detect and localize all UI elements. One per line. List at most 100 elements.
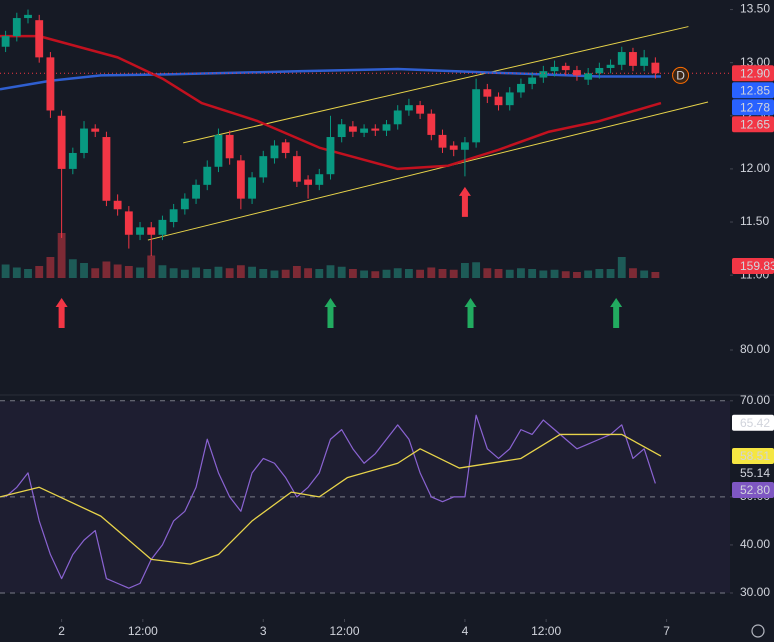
- candle-body: [617, 52, 626, 65]
- volume-bar: [528, 269, 537, 278]
- moving-average: [0, 34, 662, 171]
- candle-body: [35, 20, 44, 58]
- volume-bar: [651, 272, 660, 278]
- volume-bar: [203, 269, 212, 278]
- rsi-ma-line: [0, 433, 662, 565]
- candle-body: [124, 211, 133, 235]
- volume-bar: [35, 266, 44, 278]
- candle-body: [416, 105, 425, 114]
- candle-body: [214, 134, 223, 167]
- candle-body: [147, 227, 156, 235]
- candle-body: [517, 83, 525, 93]
- volume-bar: [460, 263, 469, 278]
- volume-bar: [427, 267, 436, 278]
- volume-bar: [393, 268, 402, 278]
- candle-body: [427, 113, 436, 135]
- x-tick-label: 2: [58, 624, 65, 638]
- candle-body: [192, 184, 200, 199]
- price-badge-label: 12.78: [740, 100, 770, 114]
- volume-bar: [270, 270, 279, 278]
- volume-bar: [158, 265, 167, 278]
- event-marker: [672, 66, 690, 84]
- x-tick-label: 12:00: [128, 624, 158, 638]
- candle-body: [629, 52, 637, 66]
- volume-bar: [449, 269, 458, 278]
- volume-bar: [304, 268, 313, 278]
- volume-bar: [550, 269, 559, 278]
- volume-bar: [584, 270, 593, 278]
- volume-bar: [12, 267, 21, 278]
- candle-body: [80, 128, 88, 153]
- candle-body: [304, 179, 313, 185]
- y-tick-label: 70.00: [740, 393, 770, 407]
- signal-arrow: [458, 186, 471, 217]
- price-badge: [732, 116, 774, 133]
- x-tick-label: 7: [663, 624, 670, 638]
- candle-body: [494, 96, 503, 106]
- volume-bar: [180, 269, 189, 278]
- volume-bar: [281, 269, 290, 278]
- volume-bar: [24, 269, 32, 278]
- price-badge-label: 159.83: [740, 259, 774, 273]
- y-tick-label: 30.00: [740, 585, 770, 599]
- price-badge-label: 55.14: [740, 466, 770, 480]
- volume-bar: [259, 269, 268, 278]
- candle-body: [360, 128, 369, 133]
- candle-body: [573, 70, 581, 76]
- volume-bar: [517, 268, 525, 278]
- channel-line: [147, 101, 709, 241]
- candle-body: [169, 209, 178, 223]
- volume-bar: [438, 269, 447, 278]
- candle-body: [528, 77, 537, 84]
- volume-bar: [539, 270, 548, 278]
- volume-bar: [326, 265, 335, 278]
- signal-arrow: [610, 298, 623, 328]
- volume-bar: [360, 270, 369, 278]
- candle-body: [180, 198, 189, 210]
- price-badge-label: 12.65: [740, 117, 770, 131]
- volume-bar: [102, 261, 111, 278]
- volume-bar: [236, 265, 245, 278]
- volume-bar: [315, 269, 324, 278]
- volume-bar: [147, 255, 156, 278]
- candle-body: [315, 174, 324, 185]
- price-badge: [732, 65, 774, 82]
- x-tick-label: 3: [260, 624, 267, 638]
- candle-body: [595, 67, 604, 74]
- volume-bar: [348, 269, 357, 278]
- candle-body: [584, 73, 593, 80]
- volume-bar: [46, 257, 55, 278]
- volume-bar: [214, 266, 223, 278]
- candle-body: [550, 66, 559, 72]
- candle-body: [57, 115, 66, 169]
- candle-body: [438, 134, 447, 148]
- candle-body: [404, 105, 413, 111]
- candle-body: [68, 152, 77, 169]
- candle-body: [236, 160, 245, 199]
- price-badge: [732, 465, 774, 482]
- candle-body: [259, 156, 268, 178]
- volume-bar: [337, 266, 346, 278]
- volume-bar: [416, 269, 425, 278]
- x-tick-label: 12:00: [329, 624, 359, 638]
- plot-area: D: [0, 9, 730, 594]
- price-badge-label: 52.80: [740, 483, 770, 497]
- candle-body: [292, 156, 301, 182]
- volume-bar: [629, 268, 637, 278]
- candle-body: [505, 92, 514, 106]
- volume-bar: [68, 259, 77, 278]
- candle-body: [203, 166, 212, 185]
- volume-bar: [404, 269, 413, 278]
- volume-bar: [595, 269, 604, 278]
- volume-bar: [1, 264, 10, 278]
- y-tick-label: 80.00: [740, 342, 770, 356]
- y-tick-label: 13.50: [740, 2, 770, 16]
- price-badge-label: 65.42: [740, 416, 770, 430]
- volume-bar: [573, 272, 581, 278]
- settings-button: [751, 624, 765, 638]
- candle-body: [248, 177, 256, 199]
- volume-bar: [57, 233, 66, 278]
- channel-line: [183, 26, 689, 144]
